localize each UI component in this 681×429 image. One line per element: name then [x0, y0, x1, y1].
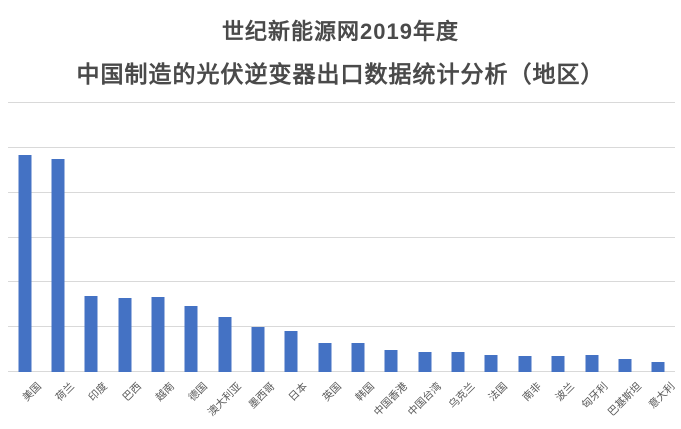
x-axis-label: 韩国	[353, 380, 378, 404]
x-axis-label: 法国	[487, 380, 511, 404]
bar-column: 韩国	[341, 103, 377, 404]
x-axis-label: 意大利	[646, 380, 678, 412]
bar-column: 中国香港	[372, 103, 410, 419]
bar	[18, 155, 32, 372]
x-axis-label: 英国	[320, 380, 344, 404]
bar	[318, 343, 332, 372]
gridline	[8, 281, 675, 283]
bar	[51, 159, 65, 372]
bar-column: 匈牙利	[575, 103, 610, 411]
x-axis-label: 中国香港	[372, 380, 411, 419]
x-axis-label: 巴基斯坦	[605, 380, 644, 419]
bar-column: 日本	[275, 103, 310, 404]
bar	[418, 352, 432, 372]
bar	[84, 295, 98, 372]
x-axis-label: 南非	[520, 380, 544, 404]
x-axis-label: 印度	[86, 380, 111, 404]
bar-column: 巴基斯坦	[606, 103, 644, 419]
bar	[251, 327, 265, 372]
bar	[218, 317, 232, 372]
bar-columns: 美国 荷兰 印度 巴西 越南 德国 澳大利亚 墨西哥 日本 英国 韩国 中国香港 中国台湾 乌克兰 法国 南非…	[8, 103, 677, 419]
x-axis-label: 荷兰	[53, 380, 77, 404]
gridline	[8, 236, 675, 238]
bar-column: 越南	[141, 103, 177, 404]
x-axis-label: 德国	[186, 380, 211, 404]
x-axis-label: 澳大利亚	[205, 380, 244, 419]
bar-column: 墨西哥	[241, 103, 277, 411]
x-axis-label: 巴西	[120, 380, 144, 404]
bar-column: 英国	[308, 103, 344, 404]
bar	[484, 354, 498, 372]
bar-column: 乌克兰	[441, 103, 477, 411]
x-axis-label: 美国	[20, 380, 44, 404]
bar	[651, 361, 665, 372]
x-axis-label: 墨西哥	[246, 380, 277, 412]
chart-title-line1: 世纪新能源网2019年度	[222, 19, 459, 44]
bar	[151, 296, 165, 372]
bar-column: 印度	[75, 103, 110, 404]
gridline	[8, 191, 675, 193]
bar-column: 中国台湾	[406, 103, 444, 419]
x-axis-label: 中国台湾	[405, 380, 444, 419]
x-axis-label: 乌克兰	[446, 380, 478, 412]
bar	[585, 354, 599, 372]
bar-column: 德国	[175, 103, 210, 404]
x-axis-label: 日本	[286, 380, 311, 404]
bar	[384, 350, 398, 372]
plot-area: 美国 荷兰 印度 巴西 越南 德国 澳大利亚 墨西哥 日本 英国 韩国 中国香港 中国台湾 乌克兰 法国 南非…	[8, 102, 677, 419]
bar	[451, 352, 465, 372]
bar	[118, 297, 132, 372]
gridline	[8, 102, 675, 103]
bar	[351, 343, 365, 372]
bar-column: 波兰	[542, 103, 577, 404]
chart-title-line2: 中国制造的光伏逆变器出口数据统计分析（地区）	[76, 61, 605, 87]
bar	[551, 355, 565, 372]
bar	[184, 306, 198, 372]
bar-column: 美国	[8, 103, 44, 404]
x-axis-label: 波兰	[553, 380, 578, 404]
bar-column: 南非	[508, 103, 544, 404]
bar-column: 荷兰	[41, 103, 77, 404]
gridline	[8, 326, 675, 328]
bar	[618, 358, 632, 372]
bar-column: 意大利	[642, 103, 677, 411]
gridline	[8, 371, 675, 372]
bar-column: 巴西	[108, 103, 144, 404]
bar-column: 法国	[475, 103, 510, 404]
x-axis-label: 越南	[153, 380, 177, 404]
bar-column: 澳大利亚	[205, 103, 244, 419]
bar	[284, 330, 298, 372]
bar	[518, 355, 532, 372]
gridline	[8, 146, 675, 148]
